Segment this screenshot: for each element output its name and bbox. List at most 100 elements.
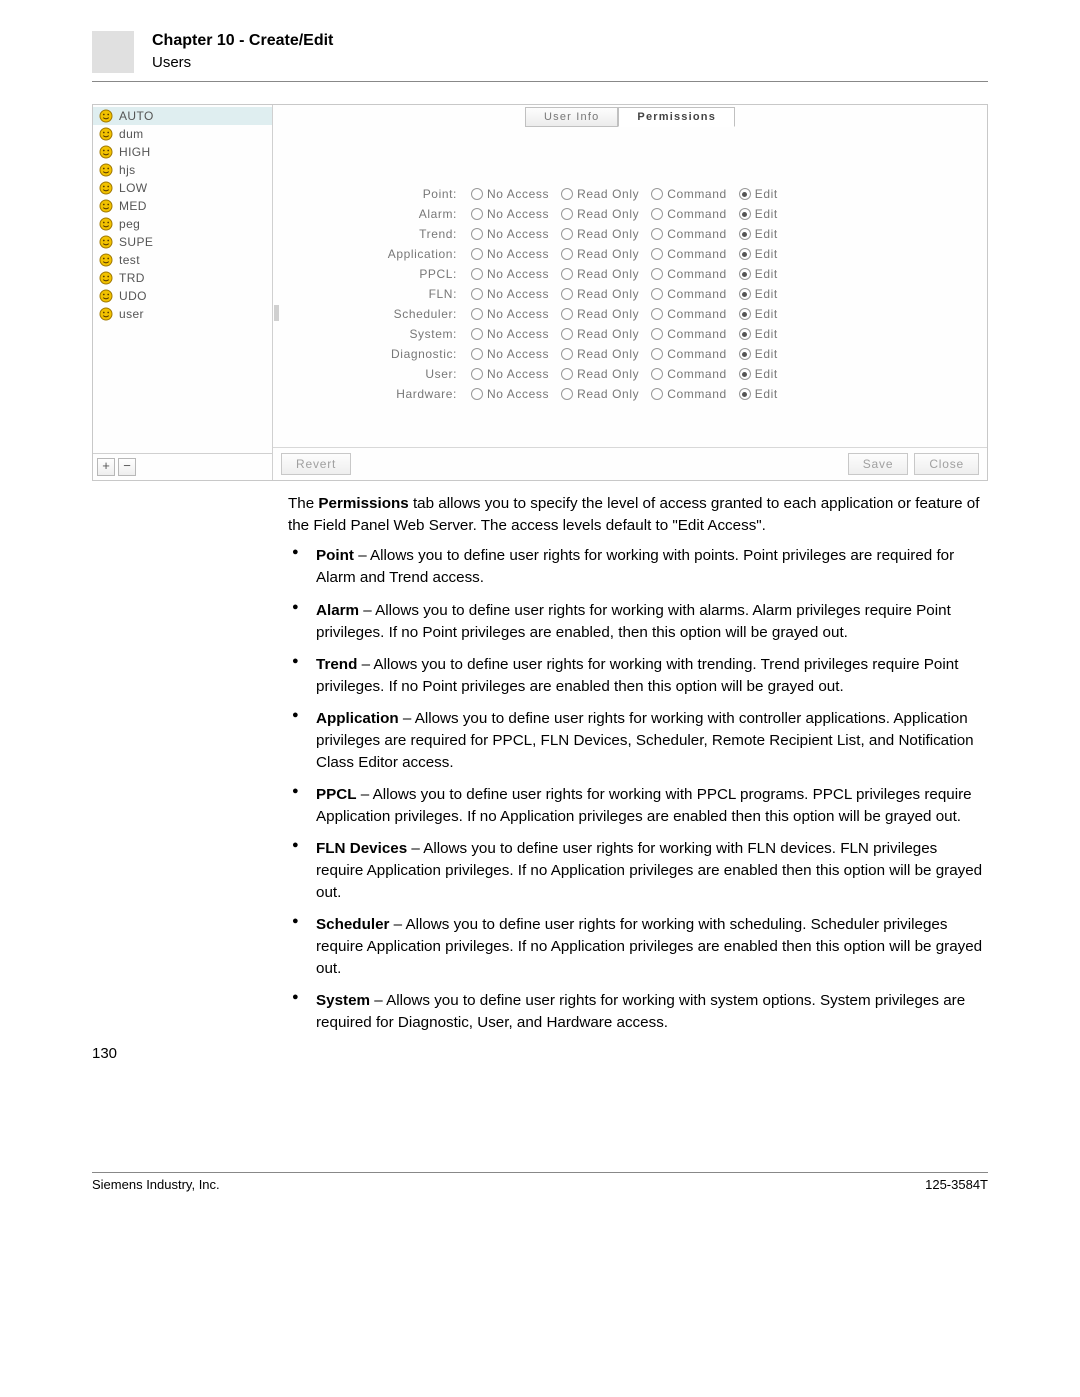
user-list-item[interactable]: peg: [93, 215, 272, 233]
permission-row: Application:No AccessRead OnlyCommandEdi…: [293, 247, 967, 261]
permission-radio[interactable]: [561, 328, 573, 340]
permission-radio[interactable]: [471, 288, 483, 300]
user-list-item[interactable]: HIGH: [93, 143, 272, 161]
user-icon: [99, 199, 113, 213]
bullet-item: PPCL – Allows you to define user rights …: [288, 784, 988, 828]
permission-radio[interactable]: [561, 348, 573, 360]
permission-radio[interactable]: [471, 368, 483, 380]
permission-radio[interactable]: [471, 348, 483, 360]
user-list-item[interactable]: MED: [93, 197, 272, 215]
permission-radio[interactable]: [739, 188, 751, 200]
permission-radio[interactable]: [739, 228, 751, 240]
permission-option-label: Command: [667, 187, 727, 201]
user-icon: [99, 307, 113, 321]
chapter-section: Users: [152, 52, 333, 73]
user-list-pane: AUTOdumHIGHhjs LOW MED peg SUPE testTRDUDO use…: [93, 105, 273, 480]
permission-radio[interactable]: [739, 328, 751, 340]
user-list-item[interactable]: UDO: [93, 287, 272, 305]
bullet-item: Scheduler – Allows you to define user ri…: [288, 914, 988, 980]
permission-radio[interactable]: [651, 268, 663, 280]
permission-radio[interactable]: [651, 388, 663, 400]
permission-label: PPCL:: [293, 267, 463, 281]
permission-option-label: No Access: [487, 227, 549, 241]
permission-radio[interactable]: [739, 248, 751, 260]
user-icon: [99, 109, 113, 123]
permission-radio[interactable]: [561, 368, 573, 380]
permission-option-label: Command: [667, 287, 727, 301]
permission-radio[interactable]: [739, 368, 751, 380]
permission-row: PPCL:No AccessRead OnlyCommandEdit: [293, 267, 967, 281]
bullet-item: FLN Devices – Allows you to define user …: [288, 838, 988, 904]
permission-radio[interactable]: [471, 268, 483, 280]
user-list-item[interactable]: hjs: [93, 161, 272, 179]
user-list-item[interactable]: AUTO: [93, 107, 272, 125]
user-list-item[interactable]: LOW: [93, 179, 272, 197]
user-label: LOW: [119, 181, 148, 195]
permission-option-label: Edit: [755, 387, 778, 401]
close-button[interactable]: Close: [914, 453, 979, 475]
permission-radio[interactable]: [651, 288, 663, 300]
permission-radio[interactable]: [561, 388, 573, 400]
permission-radio[interactable]: [651, 328, 663, 340]
user-list-item[interactable]: SUPE: [93, 233, 272, 251]
permission-radio[interactable]: [471, 208, 483, 220]
permission-row: Trend:No AccessRead OnlyCommandEdit: [293, 227, 967, 241]
permission-option-label: Command: [667, 347, 727, 361]
permission-radio[interactable]: [561, 308, 573, 320]
permission-label: Application:: [293, 247, 463, 261]
permission-radio[interactable]: [651, 248, 663, 260]
permissions-body: Point:No AccessRead OnlyCommandEditAlarm…: [273, 127, 987, 447]
permission-radio[interactable]: [651, 368, 663, 380]
permission-radio[interactable]: [561, 228, 573, 240]
permission-radio[interactable]: [471, 308, 483, 320]
permission-option-label: Command: [667, 367, 727, 381]
permission-radio[interactable]: [651, 208, 663, 220]
user-label: MED: [119, 199, 147, 213]
user-list-item[interactable]: user: [93, 305, 272, 323]
permission-radio[interactable]: [651, 348, 663, 360]
permission-radio[interactable]: [471, 328, 483, 340]
permission-row: FLN:No AccessRead OnlyCommandEdit: [293, 287, 967, 301]
tab-user-info[interactable]: User Info: [525, 107, 618, 127]
permission-radio[interactable]: [739, 268, 751, 280]
permission-option-label: Edit: [755, 227, 778, 241]
user-list-item[interactable]: test: [93, 251, 272, 269]
permission-radio[interactable]: [739, 348, 751, 360]
permission-radio[interactable]: [651, 308, 663, 320]
permission-radio[interactable]: [471, 188, 483, 200]
user-icon: [99, 289, 113, 303]
permission-radio[interactable]: [561, 188, 573, 200]
permission-option-label: No Access: [487, 287, 549, 301]
permission-radio[interactable]: [739, 388, 751, 400]
permission-option-label: No Access: [487, 247, 549, 261]
permission-radio[interactable]: [739, 308, 751, 320]
user-list-item[interactable]: TRD: [93, 269, 272, 287]
user-label: SUPE: [119, 235, 153, 249]
permission-radio[interactable]: [471, 388, 483, 400]
permission-row: Point:No AccessRead OnlyCommandEdit: [293, 187, 967, 201]
permission-radio[interactable]: [739, 208, 751, 220]
permission-radio[interactable]: [561, 288, 573, 300]
permission-radio[interactable]: [561, 208, 573, 220]
user-label: user: [119, 307, 144, 321]
footer-docnum: 125-3584T: [925, 1177, 988, 1192]
permission-radio[interactable]: [651, 188, 663, 200]
remove-user-button[interactable]: −: [118, 458, 136, 476]
permission-radio[interactable]: [561, 248, 573, 260]
permission-option-label: Command: [667, 327, 727, 341]
doc-body: The Permissions tab allows you to specif…: [288, 493, 988, 1034]
revert-button[interactable]: Revert: [281, 453, 351, 475]
tab-permissions[interactable]: Permissions: [618, 107, 735, 127]
permission-radio[interactable]: [471, 248, 483, 260]
permission-radio[interactable]: [471, 228, 483, 240]
permission-option-label: No Access: [487, 207, 549, 221]
permission-radio[interactable]: [651, 228, 663, 240]
permission-option-label: Command: [667, 307, 727, 321]
save-button[interactable]: Save: [848, 453, 909, 475]
add-user-button[interactable]: +: [97, 458, 115, 476]
user-list-item[interactable]: dum: [93, 125, 272, 143]
permission-radio[interactable]: [739, 288, 751, 300]
bullet-item: Alarm – Allows you to define user rights…: [288, 600, 988, 644]
permission-radio[interactable]: [561, 268, 573, 280]
permission-label: Point:: [293, 187, 463, 201]
